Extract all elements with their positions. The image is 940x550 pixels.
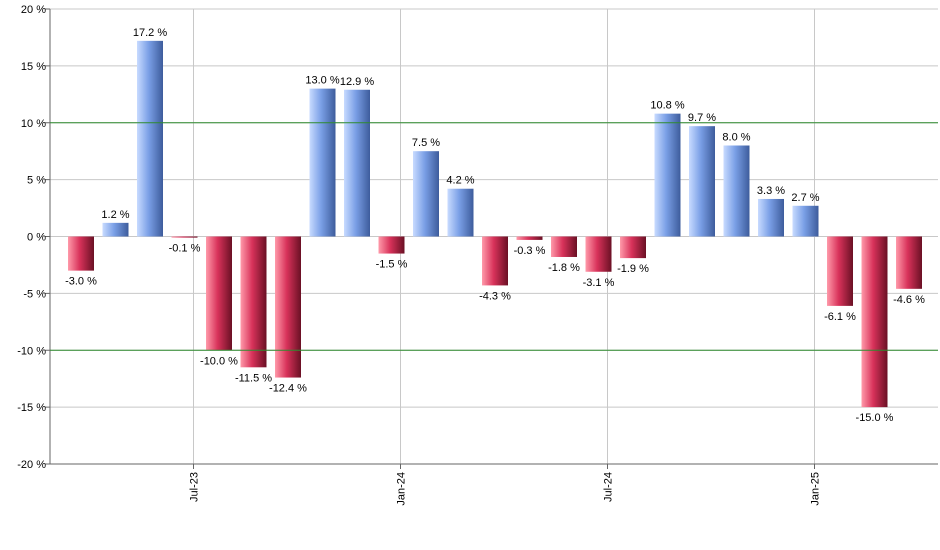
data-label: 7.5 % [412, 137, 440, 149]
bar [413, 151, 439, 237]
bar [551, 236, 577, 257]
bar [861, 236, 888, 408]
bar [654, 113, 681, 237]
bar [344, 89, 370, 237]
data-label: -12.4 % [269, 383, 307, 395]
bar [723, 145, 750, 237]
data-label: -6.1 % [824, 311, 856, 323]
data-label: 12.9 % [340, 76, 374, 88]
data-label: -15.0 % [856, 412, 894, 424]
data-label: -0.3 % [514, 245, 546, 257]
bar [585, 236, 612, 272]
data-label: -4.6 % [893, 294, 925, 306]
bar [309, 88, 336, 237]
y-tick-label: -10 % [17, 345, 46, 357]
bar [447, 188, 474, 237]
bars [68, 40, 922, 408]
bar [516, 236, 543, 240]
data-label: 3.3 % [757, 185, 785, 197]
data-label: -0.1 % [169, 243, 201, 255]
y-tick-label: -15 % [17, 402, 46, 414]
data-label: -3.1 % [583, 277, 615, 289]
y-tick-label: -5 % [23, 288, 46, 300]
bar [689, 126, 715, 237]
y-tick-label: 15 % [21, 61, 46, 73]
bar [792, 205, 819, 237]
data-label: 9.7 % [688, 112, 716, 124]
bar [240, 236, 267, 368]
bar [378, 236, 405, 254]
bar [482, 236, 508, 286]
y-tick-label: 5 % [27, 175, 46, 187]
bar [896, 236, 922, 289]
y-tick-label: 20 % [21, 4, 46, 16]
data-label: 4.2 % [446, 175, 474, 187]
bar [137, 40, 163, 237]
data-label: 13.0 % [305, 75, 339, 87]
bar [827, 236, 853, 306]
data-label: -10.0 % [200, 355, 238, 367]
x-axis: Jul-23 Jan-24 Jul-24 Jan-25 [50, 463, 938, 506]
data-labels: -3.0 % 1.2 % 17.2 % -0.1 % -10.0 % -11.5 %-12… [65, 27, 925, 424]
data-label: -1.8 % [548, 262, 580, 274]
x-tick-label: Jul-24 [603, 472, 615, 502]
bar [758, 198, 784, 237]
data-label: -3.0 % [65, 276, 97, 288]
bar [68, 236, 94, 271]
data-label: 2.7 % [791, 192, 819, 204]
data-label: -11.5 % [235, 372, 272, 384]
bar [171, 236, 198, 238]
data-label: 17.2 % [133, 27, 167, 39]
x-tick-label: Jan-24 [396, 472, 408, 506]
y-tick-label: 10 % [21, 118, 46, 130]
bar [206, 236, 232, 351]
data-label: 10.8 % [650, 100, 684, 112]
y-tick-label: -20 % [17, 459, 46, 471]
data-label: 1.2 % [101, 209, 129, 221]
y-axis: 20 % 15 % 10 % 5 % 0 % -5 % -10 % -15 % -20 % [17, 4, 51, 471]
bar [275, 236, 301, 378]
bar [620, 236, 646, 259]
data-label: 8.0 % [722, 132, 750, 144]
x-tick-label: Jan-25 [810, 472, 822, 506]
data-label: -1.5 % [376, 259, 408, 271]
data-label: -4.3 % [479, 290, 511, 302]
bar [102, 222, 129, 237]
x-tick-label: Jul-23 [189, 472, 201, 502]
data-label: -1.9 % [617, 263, 649, 275]
y-tick-label: 0 % [27, 232, 46, 244]
reference-lines [50, 122, 938, 351]
